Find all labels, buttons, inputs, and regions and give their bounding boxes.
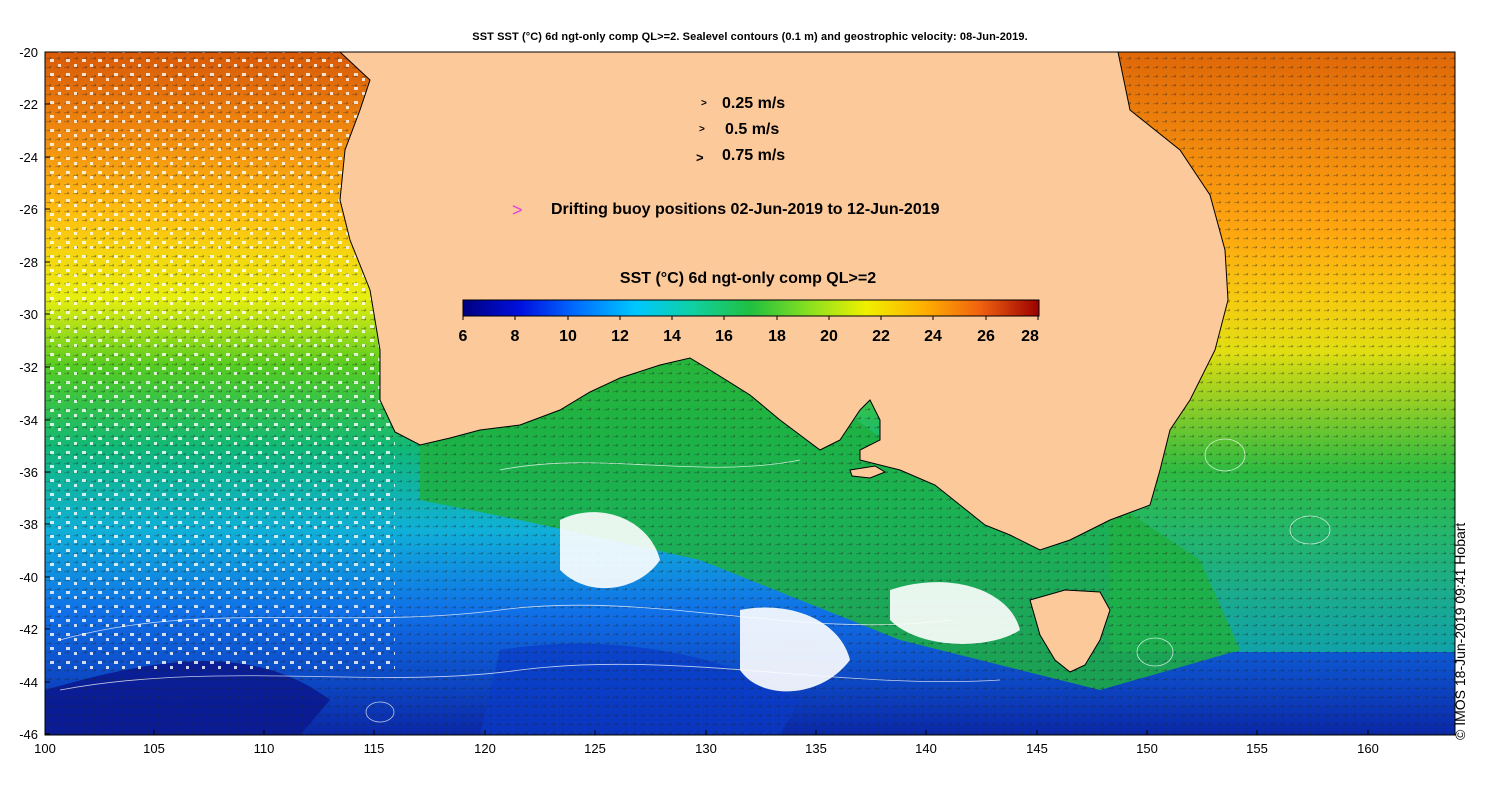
y-tick-label: -46 — [19, 727, 38, 742]
colorbar-ticks — [462, 316, 1039, 320]
y-tick-label: -38 — [19, 517, 38, 532]
y-tick-label: -42 — [19, 622, 38, 637]
x-tick-label: 150 — [1136, 741, 1158, 756]
y-tick-label: -28 — [19, 255, 38, 270]
x-tick-label: 130 — [695, 741, 717, 756]
y-tick-label: -22 — [19, 97, 38, 112]
y-tick-label: -30 — [19, 307, 38, 322]
y-tick-label: -36 — [19, 465, 38, 480]
colorbar-tick-label: 20 — [820, 328, 838, 345]
x-tick-label: 105 — [143, 741, 165, 756]
buoy-legend-label: Drifting buoy positions 02-Jun-2019 to 1… — [551, 201, 940, 218]
x-tick-label: 145 — [1026, 741, 1048, 756]
buoy-legend-arrow: > — [512, 200, 523, 220]
imos-credit: © IMOS 18-Jun-2019 09:41 Hobart — [1452, 522, 1468, 740]
velocity-legend-arrow-small: > — [701, 98, 707, 109]
colorbar-tick-label: 8 — [510, 328, 520, 345]
y-tick-label: -26 — [19, 202, 38, 217]
cloud-gap-tas — [890, 582, 1020, 644]
colorbar-tick-label: 24 — [924, 328, 942, 345]
x-tick-label: 110 — [253, 741, 275, 756]
velocity-legend-arrow-medium: > — [699, 124, 705, 135]
y-tick-label: -44 — [19, 675, 38, 690]
map-title: SST SST (°C) 6d ngt-only comp QL>=2. Sea… — [472, 31, 1028, 43]
sealevel-contours — [59, 438, 1331, 723]
velocity-legend-label: 0.5 m/s — [725, 121, 780, 138]
velocity-legend-arrow-large: > — [696, 150, 704, 165]
x-axis-ticks — [44, 730, 1369, 735]
x-tick-label: 120 — [474, 741, 496, 756]
x-tick-label: 155 — [1246, 741, 1268, 756]
x-tick-label: 140 — [915, 741, 937, 756]
cloud-gap-mid — [560, 512, 660, 589]
x-tick-label: 125 — [584, 741, 606, 756]
colorbar-tick-label: 6 — [458, 328, 468, 345]
colorbar-tick-label: 22 — [872, 328, 890, 345]
colorbar-tick-label: 26 — [977, 328, 995, 345]
colorbar — [462, 299, 1040, 317]
x-tick-label: 100 — [34, 741, 56, 756]
velocity-legend-label: 0.25 m/s — [722, 95, 786, 112]
cloud-gaps-west — [45, 52, 395, 672]
colorbar-tick-label: 28 — [1021, 328, 1039, 345]
y-tick-label: -40 — [19, 570, 38, 585]
x-tick-label: 135 — [805, 741, 827, 756]
colorbar-tick-label: 14 — [663, 328, 681, 345]
y-tick-label: -32 — [19, 360, 38, 375]
map-frame — [44, 51, 1456, 736]
x-tick-label: 160 — [1357, 741, 1379, 756]
x-tick-label: 115 — [363, 741, 385, 756]
colorbar-tick-label: 10 — [559, 328, 577, 345]
y-axis-ticks — [45, 51, 50, 735]
colorbar-title: SST (°C) 6d ngt-only comp QL>=2 — [619, 270, 877, 287]
colorbar-tick-label: 16 — [715, 328, 733, 345]
kangaroo-island — [849, 465, 887, 479]
velocity-legend-label: 0.75 m/s — [722, 147, 786, 164]
colorbar-tick-label: 18 — [768, 328, 786, 345]
y-tick-label: -24 — [19, 150, 38, 165]
colorbar-tick-label: 12 — [611, 328, 629, 345]
y-tick-label: -34 — [19, 413, 38, 428]
tasmania-landmass — [1029, 589, 1111, 673]
cloud-gap-south — [740, 607, 850, 692]
y-tick-label: -20 — [19, 45, 38, 60]
